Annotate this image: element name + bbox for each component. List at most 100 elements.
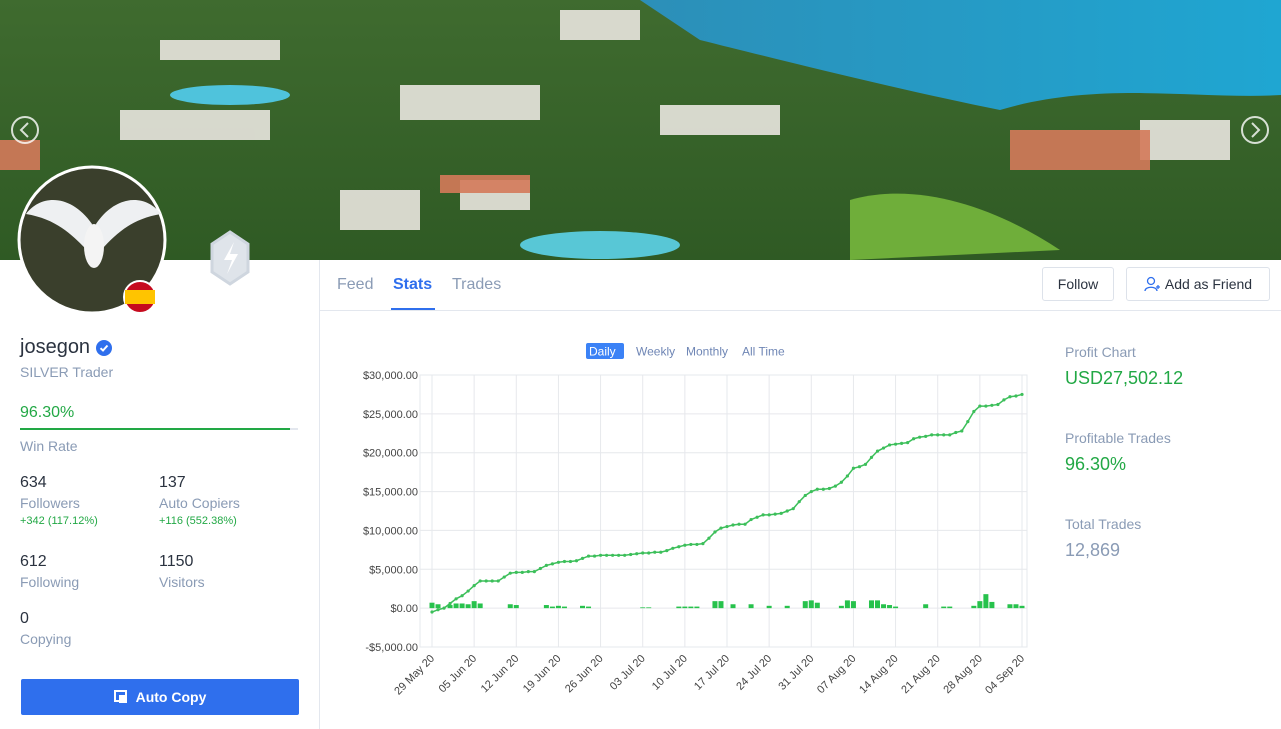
range-button[interactable]: All Time <box>742 345 785 359</box>
profit-point <box>779 511 783 515</box>
tab[interactable]: Stats <box>393 276 433 293</box>
profit-point <box>671 546 675 550</box>
summary-value: 12,869 <box>1065 540 1121 560</box>
profile-panel <box>0 260 320 729</box>
bar <box>640 607 646 609</box>
auto-copy-button[interactable]: Auto Copy <box>21 679 299 715</box>
profit-point <box>875 449 880 453</box>
profit-point <box>863 462 868 466</box>
bar <box>471 601 477 609</box>
bar <box>868 600 874 609</box>
bar <box>712 601 718 609</box>
win-rate-label: Win Rate <box>20 438 78 454</box>
profit-point <box>930 433 934 437</box>
bar <box>429 602 435 609</box>
profit-point <box>478 579 482 583</box>
profit-chart: Daily Weekly Monthly All Time -$5,000.00 $0.0… <box>363 343 1028 697</box>
profit-point <box>611 553 615 557</box>
profit-point <box>899 441 904 445</box>
profit-point <box>659 550 663 554</box>
cover-image <box>0 0 1281 260</box>
bar <box>983 594 989 609</box>
profit-point <box>617 553 621 557</box>
profit-point <box>562 559 567 564</box>
range-button[interactable]: Monthly <box>686 345 728 359</box>
profit-point <box>912 437 916 441</box>
bar <box>1019 605 1025 609</box>
bar <box>1007 604 1013 609</box>
range-button[interactable]: Weekly <box>636 345 675 359</box>
win-rate: 96.30% <box>20 404 75 421</box>
x-tick-label: 26 Jun 20 <box>563 653 606 696</box>
bar <box>549 606 555 609</box>
stat-value: 1150 <box>159 553 194 570</box>
profit-point <box>761 513 765 517</box>
avatar-area <box>17 165 250 315</box>
auto-copy-icon <box>113 690 127 703</box>
bar <box>814 602 820 609</box>
profit-point <box>990 403 994 407</box>
profit-point <box>677 545 681 549</box>
profit-point <box>454 597 458 601</box>
profit-point <box>604 553 609 557</box>
profit-point <box>936 433 940 437</box>
profit-point <box>574 559 579 563</box>
profit-point <box>544 563 548 567</box>
profit-point <box>749 517 753 522</box>
username: josegon <box>20 336 91 358</box>
profit-point <box>857 465 862 469</box>
bar <box>435 604 441 609</box>
profit-point <box>773 512 777 516</box>
profit-point <box>797 500 801 504</box>
add-friend-icon <box>1144 276 1160 292</box>
bar <box>923 604 929 609</box>
follow-button[interactable]: Follow <box>1042 267 1114 301</box>
profit-point <box>629 552 633 557</box>
profit-point <box>948 433 952 437</box>
profit-point <box>1014 394 1018 398</box>
profit-point <box>1008 395 1012 399</box>
range-button[interactable]: Daily <box>589 345 616 359</box>
profit-point <box>436 608 440 612</box>
profit-point <box>592 554 597 558</box>
profit-point <box>815 487 819 491</box>
summary-label: Profitable Trades <box>1065 430 1171 446</box>
bar <box>676 606 682 609</box>
summary-label: Profit Chart <box>1065 344 1136 360</box>
bar <box>477 603 483 609</box>
bar <box>561 606 567 609</box>
profit-point <box>719 526 723 530</box>
tab[interactable]: Feed <box>337 276 374 293</box>
bar <box>808 600 814 609</box>
bar <box>887 605 893 609</box>
profit-point <box>725 524 729 529</box>
profit-point <box>635 552 639 556</box>
profit-point <box>731 523 735 527</box>
bar <box>1013 604 1019 609</box>
x-tick-label: 17 Jul 20 <box>692 653 732 693</box>
bar <box>555 605 561 609</box>
profit-point <box>520 570 524 574</box>
bar <box>947 606 953 609</box>
summary-value: USD27,502.12 <box>1065 368 1184 388</box>
bar <box>875 600 881 609</box>
tab-underline <box>391 308 435 310</box>
profit-point <box>508 571 512 575</box>
x-tick-label: 24 Jul 20 <box>734 653 774 693</box>
profit-point <box>695 542 699 547</box>
x-tick-label: 10 Jul 20 <box>650 653 690 693</box>
profit-point <box>881 446 886 450</box>
bar <box>838 605 844 609</box>
profit-point <box>869 455 874 459</box>
add-friend-button[interactable]: Add as Friend <box>1126 267 1270 301</box>
tab[interactable]: Trades <box>452 276 502 293</box>
bar <box>718 601 724 609</box>
x-tick-label: 28 Aug 20 <box>941 653 985 697</box>
y-tick-label: -$5,000.00 <box>365 642 418 654</box>
bar <box>802 601 808 609</box>
main-panel <box>320 260 1281 729</box>
profit-point <box>996 402 1000 407</box>
stat-value: 137 <box>159 474 186 491</box>
profit-point <box>466 589 470 593</box>
